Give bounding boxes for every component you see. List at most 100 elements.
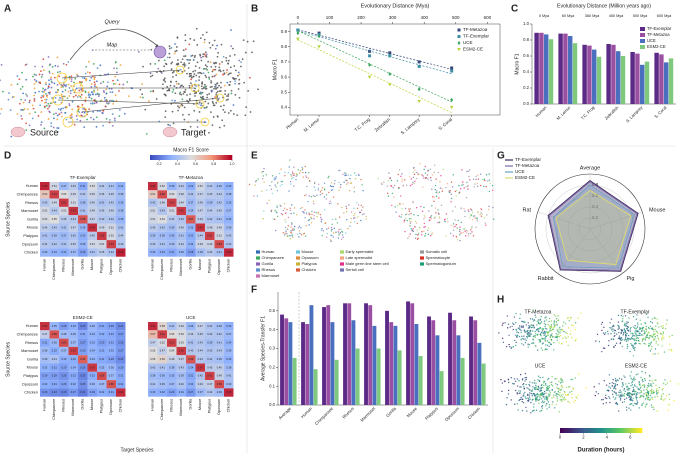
embedding-dot <box>621 382 624 384</box>
embedding-dot <box>646 396 649 399</box>
embedding-dot <box>605 384 608 386</box>
embedding-dot <box>650 348 652 350</box>
embedding-dot <box>409 217 411 220</box>
embedding-dot <box>335 232 337 234</box>
cell-label: 0.41 <box>169 324 175 328</box>
heatmap-cell <box>49 182 59 191</box>
embedding-dot <box>526 332 528 334</box>
embedding-dot <box>445 213 448 215</box>
embedding-dot <box>470 209 473 211</box>
embedding-dot <box>531 382 534 384</box>
embedding-dot <box>553 321 556 323</box>
embedding-dot <box>545 392 547 394</box>
embedding-dot <box>501 390 503 393</box>
colorbar-step <box>160 155 163 160</box>
cell-dot <box>71 108 74 111</box>
embedding-dot <box>609 382 611 385</box>
cell-label: 0.38 <box>42 349 48 353</box>
embedding-dot <box>472 178 475 180</box>
embedding-dot <box>353 207 355 210</box>
embedding-dot <box>313 211 316 213</box>
embedding-dot <box>612 330 614 333</box>
colorbar-step <box>627 428 630 433</box>
embedding-dot <box>644 322 646 324</box>
cell-dot <box>200 59 203 62</box>
cell-label: 0.28 <box>188 250 194 254</box>
cell-label: 0.34 <box>226 217 232 221</box>
embedding-dot <box>625 397 628 399</box>
cell-dot <box>91 91 94 94</box>
embedding-dot <box>362 213 364 216</box>
cell-dot <box>76 118 79 121</box>
heatmap-cell <box>106 355 116 364</box>
legend-label: TF-Exemplar <box>647 26 672 31</box>
heatmap-cell <box>59 388 69 397</box>
embedding-dot <box>290 174 292 176</box>
embedding-dot <box>323 182 326 185</box>
embedding-title: TF-Exemplar <box>621 309 650 315</box>
heatmap-cell <box>40 338 50 347</box>
embedding-dot <box>280 168 282 170</box>
cell-dot <box>178 106 181 109</box>
cell-dot <box>62 83 65 86</box>
cell-dot <box>229 55 231 57</box>
embedding-dot <box>551 336 554 338</box>
heatmap-cell <box>40 182 50 191</box>
cell-label: 0.21 <box>80 390 86 394</box>
heatmap-cell <box>40 190 50 199</box>
embedding-dot <box>543 400 546 403</box>
embedding-dot <box>289 238 292 240</box>
embedding-dot <box>527 343 529 345</box>
heatmap-cell <box>116 240 126 249</box>
heatmap-cell <box>106 330 116 339</box>
embedding-dot <box>631 382 633 384</box>
cell-label: 0.35 <box>226 200 232 204</box>
embedding-dot <box>662 387 664 390</box>
bar <box>563 33 568 104</box>
cell-label: 0.37 <box>169 382 175 386</box>
cell-dot <box>102 124 105 127</box>
embedding-dot <box>312 195 315 197</box>
point <box>388 72 392 76</box>
embedding-dot <box>431 174 434 176</box>
colorbar-step <box>174 155 177 160</box>
cell-dot <box>102 80 105 83</box>
cell-dot <box>91 49 94 52</box>
embedding-dot <box>652 334 655 337</box>
cell-label: 0.45 <box>61 217 67 221</box>
embedding-dot <box>297 227 299 229</box>
embedding-dot <box>511 325 513 327</box>
cell-dot <box>246 40 249 43</box>
cell-label: 0.51 <box>150 209 156 213</box>
bar <box>330 322 335 405</box>
embedding-dot <box>624 337 627 339</box>
embedding-dot <box>662 332 665 334</box>
embedding-dot <box>559 334 562 337</box>
embedding-dot <box>555 317 558 320</box>
embedding-dot <box>660 333 662 335</box>
embedding-dot <box>531 410 534 412</box>
embedding-dot <box>561 396 564 398</box>
colorbar-step <box>621 428 624 433</box>
embedding-dot <box>505 345 508 348</box>
embedding-dot <box>544 344 547 346</box>
cell-label: 0.47 <box>42 332 48 336</box>
cell-label: 0.39 <box>217 184 223 188</box>
cell-dot <box>219 70 222 73</box>
embedding-dot <box>529 392 531 394</box>
y-tick-label: 0.6 <box>523 53 529 58</box>
embedding-dot <box>610 338 613 340</box>
cell-dot <box>116 79 119 82</box>
embedding-dot <box>635 318 637 320</box>
embedding-dot <box>330 239 332 241</box>
embedding-dot <box>452 226 455 228</box>
embedding-dot <box>620 378 623 380</box>
cell-dot <box>194 83 196 86</box>
embedding-dot <box>338 189 340 192</box>
cell-dot <box>249 111 252 113</box>
cell-label: 0.43 <box>109 200 115 204</box>
heatmap-cell <box>205 231 215 241</box>
heatmap-cell <box>224 215 234 224</box>
embedding-dot <box>441 190 444 192</box>
heatmap-cell <box>214 182 224 191</box>
